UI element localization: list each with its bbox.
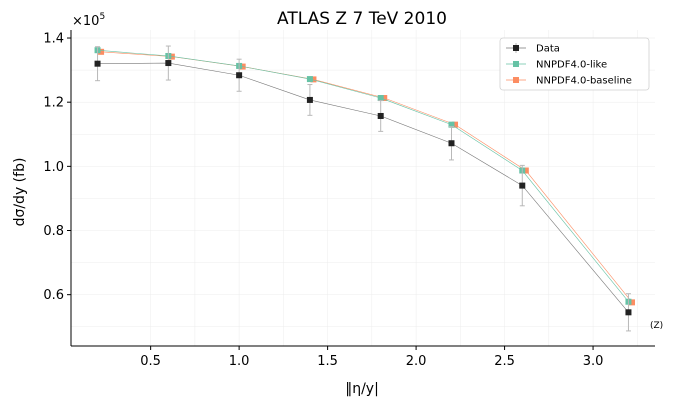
data-point xyxy=(236,72,243,79)
legend-label: NNPDF4.0-like xyxy=(536,60,607,71)
y-tick-label: 0.6 xyxy=(43,288,64,303)
y-tick-label: 1.4 xyxy=(43,32,64,47)
x-tick-label: 1.5 xyxy=(317,354,338,369)
series-group xyxy=(94,45,635,332)
legend-entry: NNPDF4.0-like xyxy=(506,60,607,71)
legend-box xyxy=(499,37,650,91)
data-point xyxy=(625,309,632,316)
series-line xyxy=(97,49,629,302)
legend: Data NNPDF4.0-like NNPDF4.0-baseline xyxy=(499,37,650,91)
y-axis-label: dσ/dy (fb) xyxy=(12,158,28,227)
y-multiplier-label: ×105 xyxy=(72,12,105,29)
chart-title: ATLAS Z 7 TeV 2010 xyxy=(277,9,447,29)
legend-label: NNPDF4.0-baseline xyxy=(536,76,632,87)
y-tick-label: 1.0 xyxy=(43,160,64,175)
x-tick-label: 2.5 xyxy=(494,354,515,369)
y-tick-label: 0.8 xyxy=(43,224,64,239)
data-point xyxy=(448,140,455,147)
x-tick-label: 2.0 xyxy=(406,354,427,369)
series-data xyxy=(94,45,632,332)
z-annotation: (Z) xyxy=(650,321,663,331)
x-tick-label: 3.0 xyxy=(583,354,604,369)
axes: 0.5 1.0 1.5 2.0 2.5 3.0 0.6 0.8 1.0 1.2 1.4 xyxy=(43,30,655,369)
data-point xyxy=(519,182,526,189)
data-point xyxy=(306,76,313,83)
legend-entry: NNPDF4.0-baseline xyxy=(506,76,632,87)
data-point xyxy=(306,96,313,103)
data-point xyxy=(522,167,529,174)
data-point xyxy=(448,121,455,128)
legend-marker xyxy=(513,45,519,51)
data-point xyxy=(94,60,101,67)
x-axis-label: ‖η/y| xyxy=(345,381,379,397)
data-point xyxy=(310,76,317,83)
x-tick-label: 1.0 xyxy=(229,354,250,369)
legend-entry: Data xyxy=(506,43,560,55)
data-point xyxy=(165,60,172,67)
y-tick-label: 1.2 xyxy=(43,96,64,111)
series-line xyxy=(97,62,629,313)
data-point xyxy=(452,121,459,128)
x-tick-label: 0.5 xyxy=(140,354,161,369)
data-point xyxy=(98,48,105,55)
data-point xyxy=(628,299,635,306)
legend-marker xyxy=(513,77,519,83)
legend-label: Data xyxy=(536,44,560,55)
data-point xyxy=(377,112,384,119)
data-point xyxy=(381,95,388,102)
legend-marker xyxy=(513,61,519,67)
data-point xyxy=(377,95,384,102)
